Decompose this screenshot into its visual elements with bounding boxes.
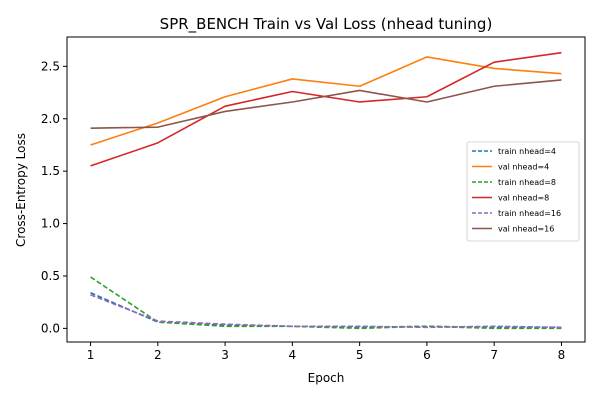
y-tick-label: 0.0 [41, 321, 60, 335]
x-axis-label: Epoch [308, 371, 345, 385]
series-line [90, 56, 562, 146]
x-tick-label: 4 [289, 348, 297, 362]
x-axis-ticks: 1 2 3 4 5 6 7 8 [87, 342, 566, 362]
y-tick-label: 2.0 [41, 112, 60, 126]
x-tick-label: 5 [356, 348, 364, 362]
series-line [90, 79, 562, 129]
y-tick-label: 1.5 [41, 164, 60, 178]
x-tick-label: 2 [154, 348, 162, 362]
legend-label: val nhead=8 [498, 194, 549, 203]
x-tick-label: 1 [87, 348, 95, 362]
legend-label: train nhead=4 [498, 147, 556, 156]
legend-label: train nhead=8 [498, 178, 556, 187]
y-axis-ticks: 0.0 0.5 1.0 1.5 2.0 2.5 [41, 59, 67, 335]
chart-title: SPR_BENCH Train vs Val Loss (nhead tunin… [160, 15, 493, 34]
y-axis-label: Cross-Entropy Loss [14, 133, 28, 247]
x-tick-label: 6 [423, 348, 431, 362]
y-tick-label: 2.5 [41, 59, 60, 73]
legend: train nhead=4 val nhead=4 train nhead=8 val… [466, 141, 580, 242]
series-line [90, 294, 562, 329]
legend-box [466, 141, 580, 242]
legend-label: val nhead=4 [498, 163, 549, 172]
y-tick-label: 1.0 [41, 217, 60, 231]
plot-area [66, 36, 586, 343]
x-tick-label: 8 [558, 348, 566, 362]
x-tick-label: 7 [490, 348, 498, 362]
legend-label: val nhead=16 [498, 225, 554, 234]
x-tick-label: 3 [221, 348, 229, 362]
series-layer [90, 51, 562, 330]
series-line [90, 276, 562, 330]
legend-label: train nhead=16 [498, 209, 561, 218]
y-tick-label: 0.5 [41, 269, 60, 283]
